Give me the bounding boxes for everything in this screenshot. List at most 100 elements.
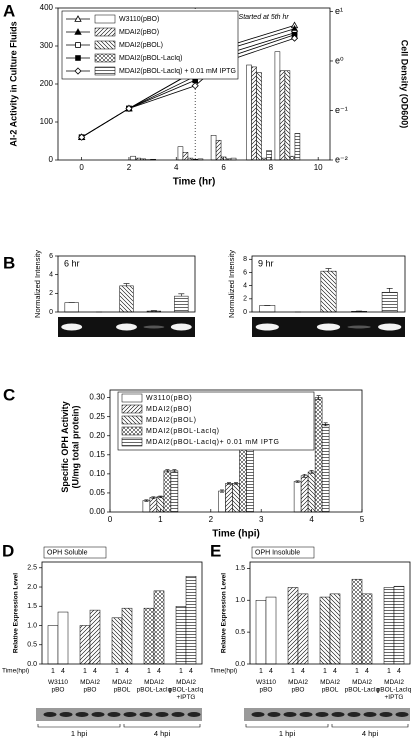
x-tick-label: 0 — [79, 163, 84, 172]
gel-band — [363, 712, 377, 717]
bar — [64, 302, 79, 313]
legend-marker — [75, 42, 81, 48]
x-tick-label: 3 — [259, 515, 264, 524]
gel-band — [107, 712, 121, 717]
y-tick-label: 0.00 — [89, 507, 105, 516]
x-tick-label: 1 — [158, 515, 163, 524]
bar — [265, 596, 277, 665]
bar — [297, 593, 309, 665]
legend-label: MDAI2(pBOL-LacIq)+ 0.01 mM IPTG — [146, 439, 280, 446]
error-bar — [386, 287, 393, 293]
bar — [47, 625, 59, 665]
title-box — [251, 546, 315, 559]
x-tick-label: 10 — [314, 163, 323, 172]
legend-label: W3110(pBO) — [146, 395, 192, 402]
legend-box — [61, 10, 239, 80]
series-label: 1 — [51, 668, 55, 675]
y-tick-label: 1.5 — [235, 565, 245, 572]
y-tick-label: 4 — [49, 272, 53, 279]
y-tick-label: 0.15 — [89, 450, 105, 459]
y-tick-label: 0.0 — [235, 661, 245, 668]
x-tick-label: 6 — [221, 163, 226, 172]
series-label: 1 — [259, 668, 263, 675]
marker — [125, 104, 133, 113]
gel-band — [395, 712, 409, 717]
x-tick-label: W3110 pBO — [48, 679, 68, 693]
bar — [274, 51, 281, 161]
y-axis-label: Relative Expression Level — [221, 573, 228, 653]
gel-bracket — [123, 724, 201, 728]
x-tick-label: MDAI2 pBOL-LacIq — [137, 679, 172, 693]
x-tick-label: MDAI2 pBOL-LacIq +IPTG — [377, 679, 412, 701]
gel-bracket — [37, 724, 121, 728]
y-axis-label: AI-2 Activity in Culture Fluids — [8, 21, 18, 146]
y-tick-label: 6 — [49, 253, 53, 260]
bar — [284, 70, 291, 161]
error-bar — [220, 489, 224, 493]
bar — [170, 470, 179, 513]
panel-title: OPH Soluble — [47, 549, 88, 556]
series-axis-label: Time(hpi) — [2, 668, 29, 675]
gel-band — [171, 712, 185, 717]
error-bar — [172, 469, 177, 473]
series-label: 1 — [323, 668, 327, 675]
gel-band — [255, 323, 279, 331]
error-bar — [144, 499, 149, 502]
y-tick-label: 0.5 — [27, 642, 37, 649]
panel-title: 9 hr — [258, 258, 274, 268]
gel-band — [379, 712, 393, 717]
y-tick-label: 2 — [49, 290, 53, 297]
bar — [293, 481, 302, 513]
bar — [79, 625, 91, 665]
error-bar — [158, 495, 163, 498]
bar — [256, 72, 262, 161]
y-tick-label: e⁻¹ — [335, 105, 348, 115]
y-tick-label: 4 — [243, 282, 247, 289]
legend-box — [117, 391, 315, 451]
x-tick-label: MDAI2 pBOL-LacIq +IPTG — [169, 679, 204, 701]
plot-frame — [249, 561, 411, 665]
title-box — [43, 546, 107, 559]
gel-band — [299, 712, 313, 717]
error-bar — [316, 395, 321, 400]
bar — [259, 305, 276, 313]
y-tick-label: 1.5 — [27, 603, 37, 610]
series-label: 1 — [355, 668, 359, 675]
y-tick-label: 400 — [40, 3, 54, 12]
legend-swatch — [94, 27, 116, 37]
bar — [294, 133, 301, 161]
x-tick-label: MDAI2 pBO — [80, 679, 100, 693]
plot-frame — [109, 389, 363, 513]
error-bar — [178, 293, 185, 297]
y-tick-label: 100 — [40, 117, 54, 126]
gel-band — [170, 323, 192, 331]
y-axis-label: Normalized Intensity — [227, 250, 236, 318]
gel-band — [315, 712, 329, 717]
gel-band — [283, 712, 297, 717]
y-tick-label: e¹ — [335, 6, 343, 16]
panel-letter: D — [2, 541, 14, 560]
panel-title: OPH Insoluble — [255, 549, 300, 556]
panel-letter: C — [3, 385, 15, 404]
x-axis-label: Time (hr) — [173, 177, 216, 188]
error-bar — [325, 268, 332, 272]
y-tick-label: 2 — [243, 296, 247, 303]
gel-label: 4 hpi — [362, 729, 379, 738]
bar — [225, 483, 233, 513]
y-tick-label: 300 — [40, 41, 54, 50]
bar — [130, 155, 136, 161]
y-tick-label: 6 — [243, 269, 247, 276]
x-tick-label: 8 — [269, 163, 274, 172]
legend-swatch — [94, 53, 116, 63]
error-bar — [227, 482, 231, 485]
bar — [215, 139, 222, 161]
series-label: 4 — [61, 668, 65, 675]
bar — [255, 600, 267, 665]
bar — [149, 497, 158, 513]
y-axis-label: Specific OPH Activity(U/mg total protein… — [60, 401, 80, 492]
bar — [218, 490, 226, 513]
gel-band — [123, 712, 137, 717]
legend-label: MDAI2(pBOL) — [119, 42, 163, 49]
legend-swatch — [94, 40, 116, 50]
bar — [121, 607, 133, 665]
